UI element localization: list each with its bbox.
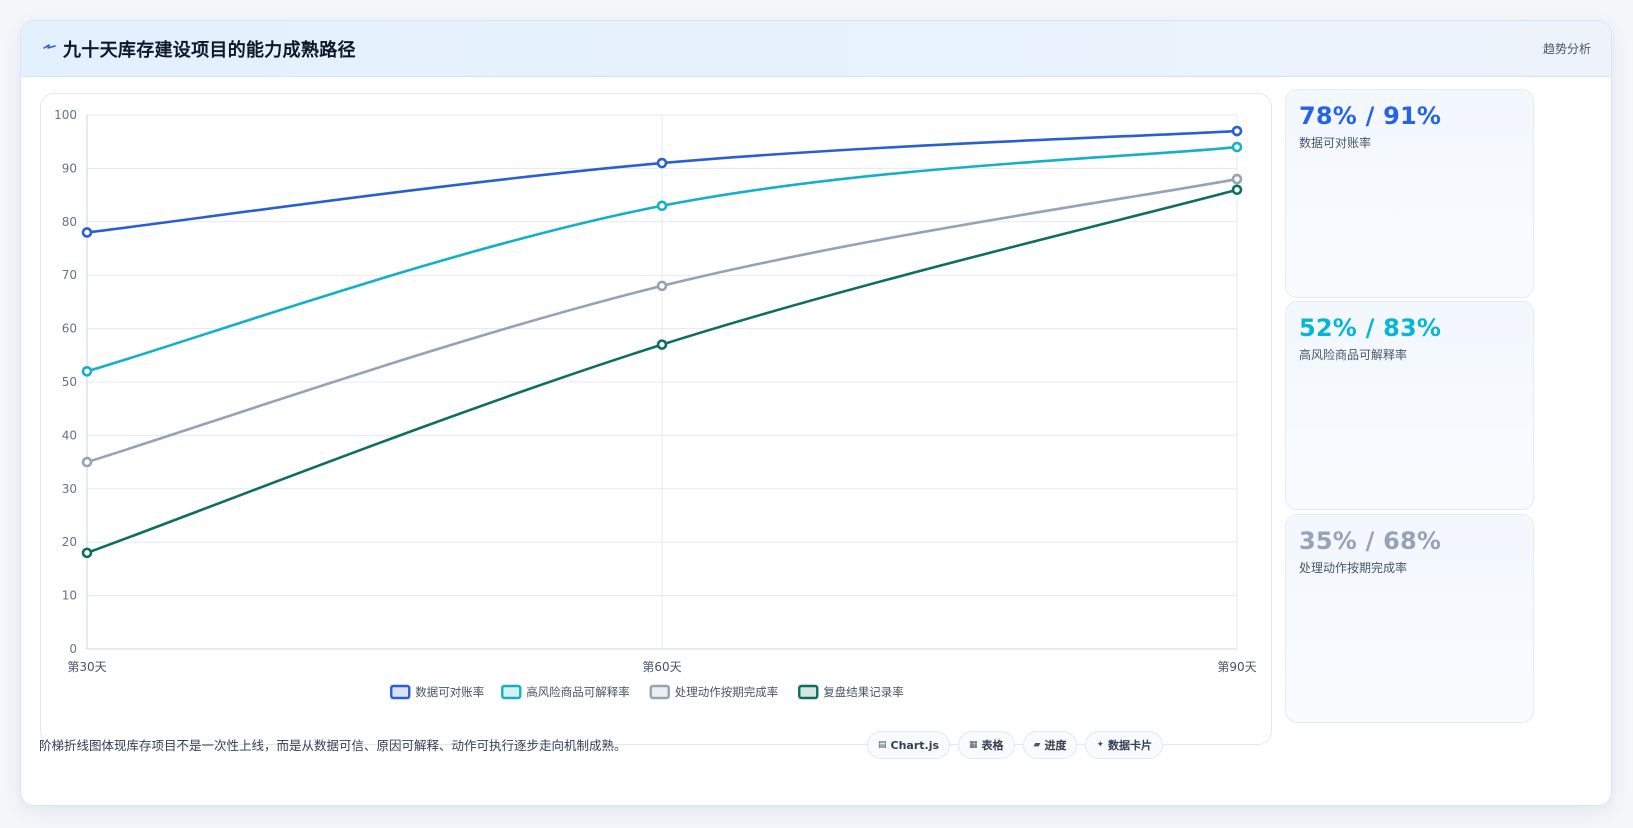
table-icon: ▦ [969, 740, 978, 750]
data-point [1231, 125, 1243, 137]
kpi-card-on-time: 35% / 68% 处理动作按期完成率 [1285, 514, 1534, 723]
chip-data-cards[interactable]: ✦ 数据卡片 [1085, 731, 1164, 759]
chart-card: 九十天库存建设项目的能力成熟路径 趋势分析 0 10 20 30 40 50 60 70 80 9… [20, 20, 1612, 806]
chip-chartjs[interactable]: ▤ Chart.js [867, 731, 951, 759]
line-chart-panel: 0 10 20 30 40 50 60 70 80 90 100 第30天 第60天 第90天数据可对账率… [40, 93, 1272, 745]
y-tick-label: 10 [62, 589, 77, 603]
data-point [656, 200, 668, 212]
lightning-icon [43, 44, 56, 49]
legend-label: 高风险商品可解释率 [526, 685, 630, 699]
data-point [1231, 173, 1243, 185]
kpi-value: 52% / 83% [1299, 314, 1442, 342]
kpi-card-explainable: 52% / 83% 高风险商品可解释率 [1285, 301, 1534, 510]
sparkle-icon: ✦ [1096, 740, 1105, 750]
kpi-label: 高风险商品可解释率 [1299, 348, 1408, 362]
kpi-card-reconcile: 78% / 91% 数据可对账率 [1285, 89, 1534, 298]
chip-label: 进度 [1044, 739, 1067, 752]
data-point [81, 456, 93, 468]
legend-label: 复盘结果记录率 [823, 685, 904, 699]
page-title: 九十天库存建设项目的能力成熟路径 [63, 40, 356, 61]
card-header: 九十天库存建设项目的能力成熟路径 趋势分析 [21, 21, 1611, 77]
data-point [81, 547, 93, 559]
trend-analysis-label[interactable]: 趋势分析 [1542, 42, 1591, 56]
chip-label: Chart.js [890, 738, 940, 752]
x-tick-label: 第90天 [1217, 660, 1256, 674]
y-tick-label: 90 [62, 161, 77, 175]
data-point [1231, 141, 1243, 153]
y-tick-label: 60 [62, 322, 77, 336]
y-tick-label: 20 [62, 535, 77, 549]
data-point [81, 366, 93, 377]
legend-swatch [649, 684, 670, 700]
kpi-value: 35% / 68% [1299, 527, 1442, 555]
kpi-label: 处理动作按期完成率 [1299, 561, 1408, 575]
chart-caption: 阶梯折线图体现库存项目不是一次性上线，而是从数据可信、原因可解释、动作可执行逐步… [39, 738, 627, 753]
legend-label: 处理动作按期完成率 [675, 685, 779, 699]
data-point [656, 157, 668, 169]
chip-progress[interactable]: ▰ 进度 [1022, 731, 1078, 759]
y-tick-label: 30 [62, 482, 77, 496]
kpi-value: 78% / 91% [1299, 102, 1442, 130]
legend-swatch [390, 684, 411, 700]
y-tick-label: 70 [62, 268, 77, 282]
legend-label: 数据可对账率 [415, 685, 484, 699]
line-chart: 0 10 20 30 40 50 60 70 80 90 100 第30天 第60天 第90天数据可对账率… [54, 108, 1257, 700]
y-tick-label: 0 [69, 642, 77, 656]
x-tick-label: 第60天 [642, 660, 681, 674]
progress-icon: ▰ [1033, 740, 1041, 750]
data-point [656, 339, 668, 350]
data-point [1231, 184, 1243, 196]
chip-table[interactable]: ▦ 表格 [958, 731, 1015, 759]
legend-swatch [798, 684, 819, 700]
chip-label: 表格 [981, 739, 1004, 752]
y-tick-label: 40 [62, 428, 77, 442]
y-tick-label: 50 [62, 375, 77, 389]
legend-swatch [501, 684, 522, 700]
x-tick-label: 第30天 [67, 660, 106, 674]
y-tick-label: 80 [62, 215, 77, 229]
data-point [81, 227, 93, 238]
kpi-label: 数据可对账率 [1299, 136, 1372, 150]
tool-chips: ▤ Chart.js ▦ 表格 ▰ 进度 ✦ 数据卡片 [867, 731, 1164, 759]
chart-icon: ▤ [878, 740, 887, 750]
chip-label: 数据卡片 [1108, 739, 1153, 752]
data-point [656, 280, 668, 292]
y-tick-label: 100 [54, 108, 77, 122]
